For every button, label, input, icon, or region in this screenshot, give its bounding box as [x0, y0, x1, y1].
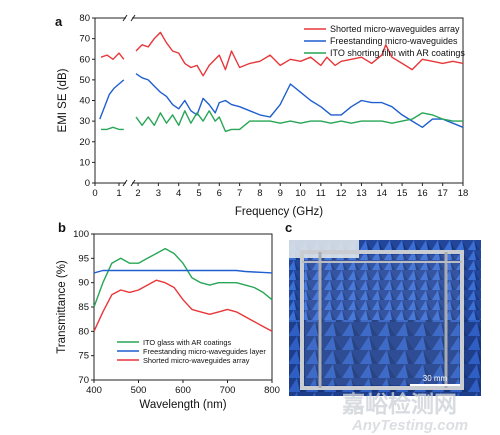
panel-label-c: c — [285, 220, 292, 235]
chart-a-break-mask-bottom — [126, 181, 132, 185]
chart-a-y-tick-label: 60 — [79, 54, 90, 65]
chart-b-y-tick-label: 70 — [78, 375, 89, 386]
chart-a-legend-label-3: ITO shorting film with AR coatings — [330, 48, 465, 58]
watermark-cn: 嘉峪检测网 — [342, 391, 457, 417]
chart-b-series-line-3 — [93, 279, 273, 332]
chart-b-y-axis-label: Transmittance (%) — [56, 260, 68, 354]
chart-a-x-tick-label: 0 — [92, 188, 97, 199]
chart-b-x-tick-label: 700 — [220, 385, 236, 396]
chart-b-legend-label-1: ITO glass with AR coatings — [143, 338, 231, 347]
chart-a-x-tick-label: 8 — [257, 188, 262, 199]
chart-a-series-line-2 — [135, 73, 464, 128]
chart-a-x-tick-label: 17 — [437, 188, 448, 199]
chart-b-y-tick-label: 90 — [78, 278, 89, 289]
chart-a-x-tick-label: 6 — [217, 188, 222, 199]
chart-a-x-tick-label: 10 — [295, 188, 306, 199]
transparent-sample — [305, 255, 459, 385]
chart-a-y-tick-label: 50 — [79, 75, 90, 86]
chart-a-break-mask-top — [126, 16, 132, 20]
chart-a-x-tick-label: 7 — [237, 188, 242, 199]
chart-b-x-tick-label: 800 — [264, 385, 280, 396]
chart-a-x-tick-label: 13 — [356, 188, 367, 199]
chart-a-x-tick-label: 15 — [397, 188, 408, 199]
chart-a-y-tick-label: 10 — [79, 157, 90, 168]
chart-b-series-group — [93, 247, 273, 332]
chart-a-break-mark — [122, 14, 128, 22]
watermark-en: AnyTesting.com — [351, 417, 468, 434]
chart-b-x-tick-label: 400 — [86, 385, 102, 396]
chart-b-y-tick-label: 80 — [78, 326, 89, 337]
chart-a-series-line-2 — [99, 79, 125, 120]
chart-a-y-tick-label: 20 — [79, 137, 90, 148]
chart-a-emi-shielding: 0 1 2 3 4 5 6 7 8 9 10 11 12 13 14 15 16 17 18010203040506… — [57, 13, 468, 218]
chart-a-series-line-3 — [101, 126, 124, 131]
chart-b-x-axis-label: Wavelength (nm) — [139, 399, 226, 411]
chart-a-x-tick-label: 9 — [278, 188, 283, 199]
chart-b-x-tick-label: 600 — [175, 385, 191, 396]
chart-a-legend-label-1: Shorted micro-waveguides array — [330, 24, 460, 34]
chart-a-y-tick-label: 0 — [85, 178, 90, 189]
chart-a-series-line-1 — [100, 52, 125, 60]
chart-b-ticks: 400 500 600 700 800 70 75 80 85 90 95 100 — [73, 229, 280, 396]
chart-a-y-axis-label: EMI SE (dB) — [57, 68, 69, 132]
chart-a-break-mark — [122, 179, 128, 187]
chart-b-series-line-2 — [93, 269, 273, 274]
panel-label-b: b — [58, 220, 66, 235]
chart-a-x-tick-label: 4 — [176, 188, 181, 199]
chart-a-x-tick-label: 5 — [196, 188, 201, 199]
panel-label-a: a — [55, 14, 63, 29]
chart-a-x-tick-label: 1 — [116, 188, 121, 199]
chart-a-x-tick-label: 11 — [316, 188, 326, 199]
chart-a-ticks: 0 1 2 3 4 5 6 7 8 9 10 11 12 13 14 15 16 17 18010203040506… — [79, 13, 468, 199]
chart-b-y-tick-label: 100 — [73, 229, 89, 240]
chart-a-x-axis-label: Frequency (GHz) — [235, 206, 323, 218]
chart-a-series-group — [99, 31, 464, 133]
chart-a-break-mark — [130, 14, 136, 22]
chart-a-series-line-3 — [135, 110, 463, 133]
chart-a-x-tick-label: 16 — [417, 188, 428, 199]
chart-b-y-tick-label: 85 — [78, 302, 89, 313]
chart-a-x-tick-label: 12 — [336, 188, 347, 199]
chart-a-break-mark — [130, 179, 136, 187]
sample-frame — [300, 250, 464, 390]
chart-a-x-tick-label: 3 — [156, 188, 161, 199]
chart-a-y-tick-label: 70 — [79, 34, 90, 45]
chart-b-legend-label-3: Shorted micro-waveguides array — [143, 356, 250, 365]
scale-bar-label: 30 mm — [423, 374, 448, 383]
chart-a-x-tick-label: 14 — [376, 188, 387, 199]
chart-b-transmittance: 400 500 600 700 800 70 75 80 85 90 95 100 ITO glass… — [56, 229, 280, 411]
chart-a-x-tick-label: 2 — [135, 188, 140, 199]
chart-b-y-tick-label: 95 — [78, 253, 89, 264]
chart-a-legend-label-2: Freestanding micro-waveguides — [330, 36, 458, 46]
chart-b-series-line-1 — [93, 247, 273, 308]
chart-a-legend: Shorted micro-waveguides array Freestandi… — [304, 24, 465, 58]
chart-a-y-tick-label: 80 — [79, 13, 90, 24]
chart-b-x-tick-label: 500 — [131, 385, 147, 396]
chart-a-x-tick-label: 18 — [458, 188, 469, 199]
chart-a-y-tick-label: 30 — [79, 116, 90, 127]
chart-b-legend-label-2: Freestanding micro-waveguides layer — [143, 347, 266, 356]
photo-anechoic-chamber: 30 mm — [289, 240, 481, 396]
chart-b-y-tick-label: 75 — [78, 351, 89, 362]
chart-a-y-tick-label: 40 — [79, 96, 90, 107]
chart-a-series-line-1 — [135, 31, 464, 77]
